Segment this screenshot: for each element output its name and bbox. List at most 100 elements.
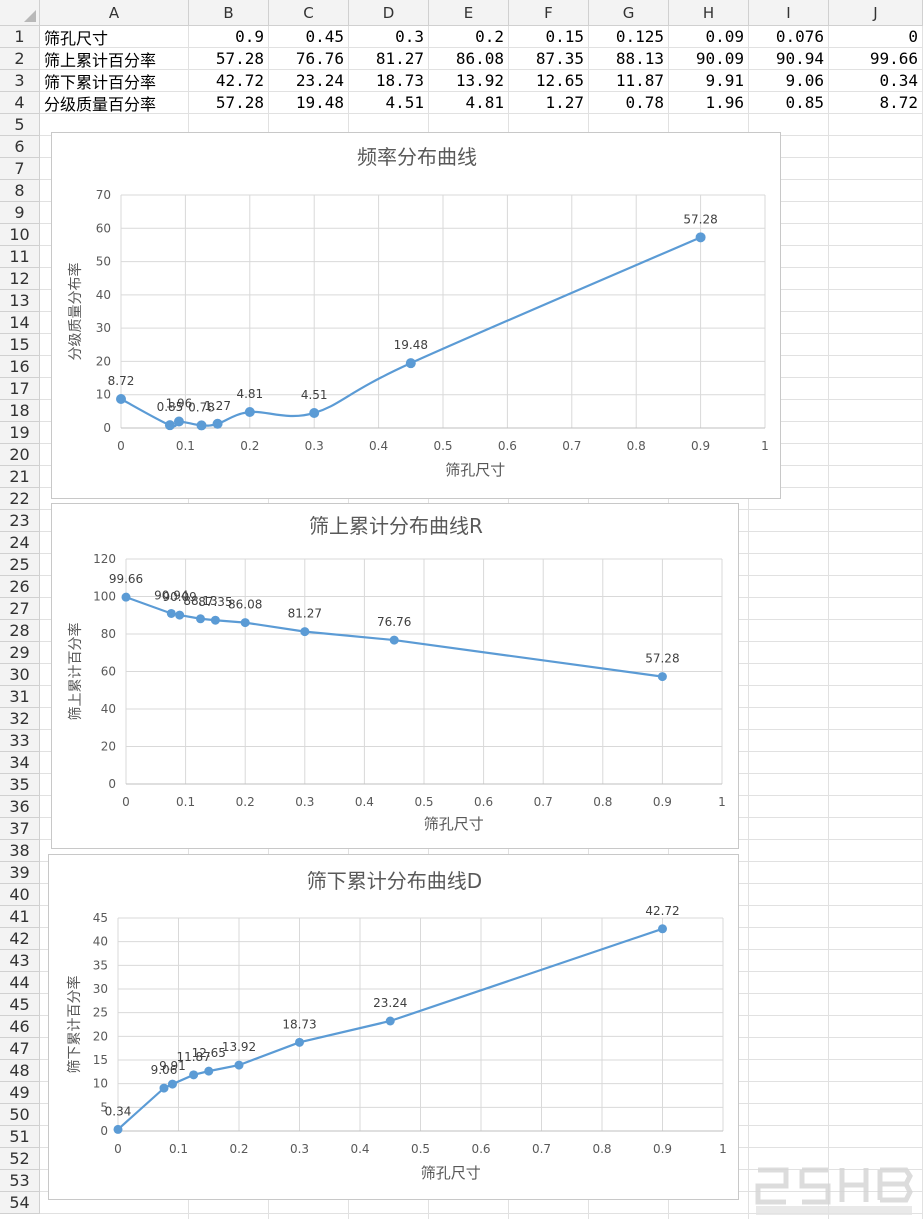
row-header-19[interactable]: 19 — [0, 422, 40, 444]
cell-b3[interactable]: 42.72 — [189, 70, 269, 92]
row-header-51[interactable]: 51 — [0, 1126, 40, 1148]
select-all-corner[interactable] — [0, 0, 40, 26]
row-header-28[interactable]: 28 — [0, 620, 40, 642]
cell-f2[interactable]: 87.35 — [509, 48, 589, 70]
cell-e2[interactable]: 86.08 — [429, 48, 509, 70]
row-header-27[interactable]: 27 — [0, 598, 40, 620]
cell-d2[interactable]: 81.27 — [349, 48, 429, 70]
row-header-4[interactable]: 4 — [0, 92, 40, 114]
row-header-40[interactable]: 40 — [0, 884, 40, 906]
column-header-c[interactable]: C — [269, 0, 349, 26]
row-header-9[interactable]: 9 — [0, 202, 40, 224]
cell-b1[interactable]: 0.9 — [189, 26, 269, 48]
row-header-33[interactable]: 33 — [0, 730, 40, 752]
row-header-31[interactable]: 31 — [0, 686, 40, 708]
row-header-44[interactable]: 44 — [0, 972, 40, 994]
row-header-50[interactable]: 50 — [0, 1104, 40, 1126]
cell-e4[interactable]: 4.81 — [429, 92, 509, 114]
cell-a2[interactable]: 筛上累计百分率 — [40, 48, 189, 70]
column-header-e[interactable]: E — [429, 0, 509, 26]
cell-f4[interactable]: 1.27 — [509, 92, 589, 114]
row-header-23[interactable]: 23 — [0, 510, 40, 532]
row-header-11[interactable]: 11 — [0, 246, 40, 268]
row-header-15[interactable]: 15 — [0, 334, 40, 356]
chart-cumulative-over[interactable]: 筛上累计分布曲线R 0 0.1 0.2 0.3 0.4 0.5 0.6 0.7 0.8 0.9 1 0 2… — [51, 503, 739, 849]
row-header-13[interactable]: 13 — [0, 290, 40, 312]
cell-a3[interactable]: 筛下累计百分率 — [40, 70, 189, 92]
row-header-43[interactable]: 43 — [0, 950, 40, 972]
column-header-i[interactable]: I — [749, 0, 829, 26]
cell-d1[interactable]: 0.3 — [349, 26, 429, 48]
row-header-24[interactable]: 24 — [0, 532, 40, 554]
column-header-b[interactable]: B — [189, 0, 269, 26]
row-header-14[interactable]: 14 — [0, 312, 40, 334]
cell-g1[interactable]: 0.125 — [589, 26, 669, 48]
cell-c1[interactable]: 0.45 — [269, 26, 349, 48]
cell-h3[interactable]: 9.91 — [669, 70, 749, 92]
cell-j1[interactable]: 0 — [829, 26, 923, 48]
cell-c2[interactable]: 76.76 — [269, 48, 349, 70]
row-header-30[interactable]: 30 — [0, 664, 40, 686]
cell-c3[interactable]: 23.24 — [269, 70, 349, 92]
row-header-45[interactable]: 45 — [0, 994, 40, 1016]
row-header-5[interactable]: 5 — [0, 114, 40, 136]
cell-d4[interactable]: 4.51 — [349, 92, 429, 114]
cell-c4[interactable]: 19.48 — [269, 92, 349, 114]
row-header-35[interactable]: 35 — [0, 774, 40, 796]
cell-h4[interactable]: 1.96 — [669, 92, 749, 114]
cell-a4[interactable]: 分级质量百分率 — [40, 92, 189, 114]
row-header-37[interactable]: 37 — [0, 818, 40, 840]
cell-h2[interactable]: 90.09 — [669, 48, 749, 70]
row-header-42[interactable]: 42 — [0, 928, 40, 950]
row-header-47[interactable]: 47 — [0, 1038, 40, 1060]
cell-i4[interactable]: 0.85 — [749, 92, 829, 114]
cell-h1[interactable]: 0.09 — [669, 26, 749, 48]
cell-g4[interactable]: 0.78 — [589, 92, 669, 114]
cell-g2[interactable]: 88.13 — [589, 48, 669, 70]
cell-e3[interactable]: 13.92 — [429, 70, 509, 92]
cell-a1[interactable]: 筛孔尺寸 — [40, 26, 189, 48]
chart-cumulative-under[interactable]: 筛下累计分布曲线D 0 0.1 0.2 0.3 0.4 0.5 0.6 0.7 0.8 0.9 1 0 5… — [48, 854, 739, 1200]
cell-j2[interactable]: 99.66 — [829, 48, 923, 70]
row-header-21[interactable]: 21 — [0, 466, 40, 488]
cell-f3[interactable]: 12.65 — [509, 70, 589, 92]
row-header-36[interactable]: 36 — [0, 796, 40, 818]
row-header-49[interactable]: 49 — [0, 1082, 40, 1104]
column-header-j[interactable]: J — [829, 0, 923, 26]
cell-j3[interactable]: 0.34 — [829, 70, 923, 92]
row-header-48[interactable]: 48 — [0, 1060, 40, 1082]
row-header-38[interactable]: 38 — [0, 840, 40, 862]
cell-i1[interactable]: 0.076 — [749, 26, 829, 48]
column-header-f[interactable]: F — [509, 0, 589, 26]
row-header-53[interactable]: 53 — [0, 1170, 40, 1192]
row-header-22[interactable]: 22 — [0, 488, 40, 510]
cell-i3[interactable]: 9.06 — [749, 70, 829, 92]
cell-e1[interactable]: 0.2 — [429, 26, 509, 48]
column-header-a[interactable]: A — [40, 0, 189, 26]
row-header-3[interactable]: 3 — [0, 70, 40, 92]
row-header-52[interactable]: 52 — [0, 1148, 40, 1170]
cell-g3[interactable]: 11.87 — [589, 70, 669, 92]
cell-f1[interactable]: 0.15 — [509, 26, 589, 48]
row-header-1[interactable]: 1 — [0, 26, 40, 48]
cell-i2[interactable]: 90.94 — [749, 48, 829, 70]
column-header-g[interactable]: G — [589, 0, 669, 26]
column-header-d[interactable]: D — [349, 0, 429, 26]
row-header-39[interactable]: 39 — [0, 862, 40, 884]
cell-b4[interactable]: 57.28 — [189, 92, 269, 114]
row-header-12[interactable]: 12 — [0, 268, 40, 290]
row-header-26[interactable]: 26 — [0, 576, 40, 598]
row-header-2[interactable]: 2 — [0, 48, 40, 70]
row-header-18[interactable]: 18 — [0, 400, 40, 422]
row-header-7[interactable]: 7 — [0, 158, 40, 180]
row-header-8[interactable]: 8 — [0, 180, 40, 202]
row-header-32[interactable]: 32 — [0, 708, 40, 730]
row-header-25[interactable]: 25 — [0, 554, 40, 576]
row-header-17[interactable]: 17 — [0, 378, 40, 400]
row-header-16[interactable]: 16 — [0, 356, 40, 378]
row-header-54[interactable]: 54 — [0, 1192, 40, 1214]
chart-frequency[interactable]: 频率分布曲线 0 0.1 0.2 0.3 0.4 0.5 0.6 0.7 0.8 0.9 1 0 10 20… — [51, 132, 781, 499]
column-header-h[interactable]: H — [669, 0, 749, 26]
row-header-29[interactable]: 29 — [0, 642, 40, 664]
